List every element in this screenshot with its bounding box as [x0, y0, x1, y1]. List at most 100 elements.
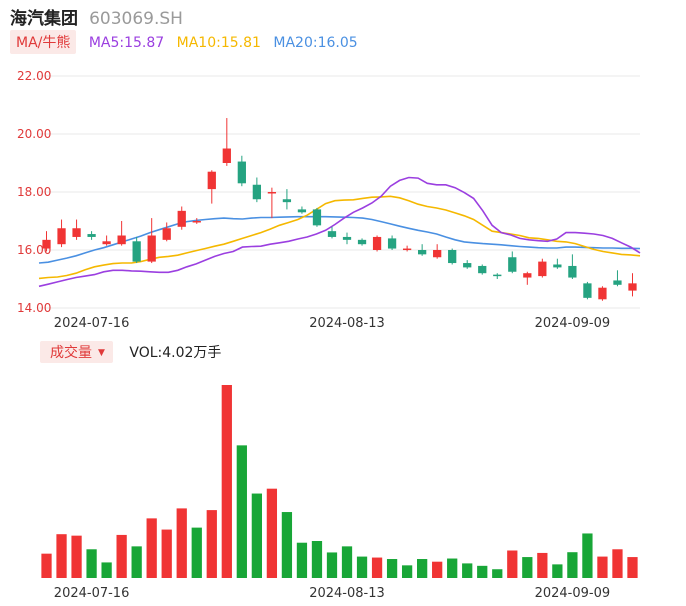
- volume-bar: [296, 542, 308, 578]
- candle-body: [523, 273, 532, 278]
- x-tick-label: 2024-09-09: [535, 316, 611, 331]
- candle-body: [568, 265, 577, 278]
- volume-bar: [401, 565, 413, 578]
- candle-body: [538, 261, 547, 277]
- candle-body: [433, 250, 442, 258]
- candle-body: [418, 250, 427, 255]
- ma-legend: MA/牛熊 MA5:15.87 MA10:15.81 MA20:16.05: [10, 30, 358, 54]
- ma20-line: [38, 215, 641, 264]
- candle-body: [583, 283, 592, 298]
- volume-label: 成交量: [50, 345, 92, 361]
- volume-bar: [356, 556, 368, 578]
- candle-body: [628, 283, 637, 291]
- candle-body: [478, 265, 487, 274]
- x-tick-label: 2024-08-13: [309, 316, 385, 331]
- candle-body: [613, 280, 622, 285]
- candle-body: [252, 184, 261, 200]
- title-row: 海汽集团 603069.SH: [10, 4, 183, 29]
- volume-bar: [71, 535, 82, 578]
- candle-body: [598, 287, 607, 300]
- volume-bar: [582, 533, 593, 578]
- volume-bar: [236, 445, 247, 578]
- ma5-value: MA5:15.87: [88, 35, 165, 51]
- volume-bar: [477, 565, 488, 578]
- volume-bar: [627, 557, 638, 578]
- ma10-line: [38, 195, 641, 280]
- volume-bar: [447, 558, 458, 578]
- volume-bar: [462, 563, 473, 578]
- candle-body: [162, 228, 171, 240]
- candle-body: [508, 257, 517, 272]
- candle-body: [147, 235, 156, 262]
- candle-body: [222, 148, 231, 163]
- candle-body: [72, 228, 81, 237]
- volume-bar: [326, 552, 338, 578]
- candle-body: [132, 241, 141, 262]
- candle-body: [57, 228, 66, 245]
- volume-bar: [131, 546, 142, 578]
- candle-body: [553, 264, 562, 268]
- volume-legend: 成交量 ▼ VOL:4.02万手: [40, 341, 222, 363]
- candle-body: [312, 209, 322, 226]
- candle-body: [463, 263, 472, 268]
- candle-body: [448, 250, 457, 264]
- volume-bar: [371, 557, 383, 578]
- stock-name: 海汽集团: [10, 9, 78, 29]
- volume-bar: [386, 559, 398, 578]
- volume-bar: [221, 385, 232, 578]
- volume-bar: [432, 561, 443, 578]
- y-tick-label: 20.00: [17, 127, 51, 141]
- candle-body: [267, 192, 277, 194]
- volume-bar: [492, 569, 503, 578]
- candle-body: [282, 199, 292, 203]
- candle-body: [357, 239, 367, 245]
- ma5-line: [38, 176, 641, 288]
- volume-bar: [311, 541, 323, 578]
- candle-body: [207, 171, 216, 190]
- candle-body: [102, 241, 111, 245]
- candle-body: [87, 234, 96, 237]
- volume-bar: [552, 564, 563, 578]
- candle-body: [342, 236, 352, 240]
- ma10-value: MA10:15.81: [176, 35, 261, 51]
- volume-bar: [281, 512, 293, 578]
- volume-bar: [176, 508, 187, 578]
- stock-code: 603069.SH: [89, 9, 183, 29]
- volume-bar: [266, 488, 278, 578]
- candle-body: [372, 236, 382, 250]
- volume-bar: [56, 534, 67, 578]
- volume-bar: [537, 552, 548, 578]
- volume-bar: [86, 549, 97, 578]
- y-tick-label: 18.00: [17, 185, 51, 199]
- candle-body: [192, 221, 201, 223]
- candle-body: [42, 239, 51, 249]
- candle-body: [327, 231, 337, 237]
- volume-bar: [522, 557, 533, 578]
- x-tick-label: 2024-08-13: [309, 586, 385, 601]
- volume-indicator-selector[interactable]: 成交量 ▼: [40, 341, 113, 363]
- candle-body: [117, 235, 126, 245]
- volume-bar: [341, 546, 353, 578]
- volume-bar: [191, 527, 202, 578]
- x-tick-label: 2024-07-16: [54, 316, 130, 331]
- volume-bar: [612, 549, 623, 578]
- candle-body: [177, 210, 186, 227]
- volume-bar: [417, 559, 428, 578]
- volume-bar: [101, 562, 112, 578]
- volume-bar: [251, 493, 262, 578]
- volume-bar: [41, 553, 52, 578]
- volume-bar: [116, 534, 127, 578]
- volume-bar: [597, 556, 608, 578]
- candle-body: [402, 248, 412, 251]
- candle-body: [493, 274, 502, 277]
- volume-bar: [206, 510, 217, 578]
- dropdown-arrow-icon: ▼: [98, 348, 105, 358]
- x-tick-label: 2024-09-09: [535, 586, 611, 601]
- volume-value: VOL:4.02万手: [129, 345, 222, 361]
- y-tick-label: 14.00: [17, 301, 51, 315]
- candle-body: [237, 161, 246, 184]
- volume-bar: [567, 552, 578, 578]
- ma-indicator-selector[interactable]: MA/牛熊: [10, 30, 77, 54]
- volume-bar: [161, 529, 172, 578]
